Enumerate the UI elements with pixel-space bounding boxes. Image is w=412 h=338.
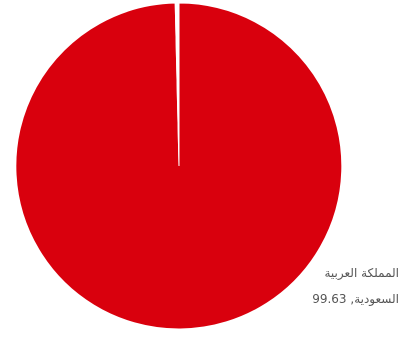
pie-slice-1[interactable]	[174, 2, 180, 167]
